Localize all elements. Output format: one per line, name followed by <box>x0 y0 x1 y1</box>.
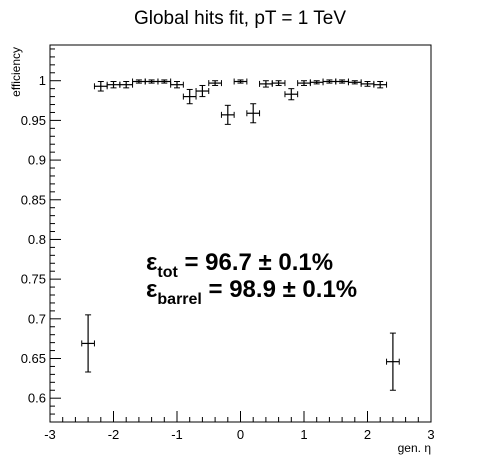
data-point <box>335 78 349 85</box>
chart-title: Global hits fit, pT = 1 TeV <box>134 8 346 29</box>
y-axis: 0.6 0.65 0.7 0.75 0.8 0.85 0.9 0.95 1 <box>21 48 61 415</box>
y-tick-label: 0.95 <box>21 113 46 128</box>
data-point <box>284 88 299 101</box>
data-point <box>157 78 172 85</box>
y-tick-label: 0.85 <box>21 192 46 207</box>
data-point <box>220 104 235 125</box>
data-point <box>182 88 197 105</box>
data-point <box>106 81 121 89</box>
y-tick-label: 0.9 <box>28 153 46 168</box>
data-point <box>208 80 222 87</box>
annotation-total-efficiency: εtot = 96.7 ± 0.1% <box>146 249 333 281</box>
plot-frame <box>49 44 432 423</box>
y-tick-label: 0.8 <box>28 232 46 247</box>
data-point <box>297 80 311 87</box>
y-axis-label: efficiency <box>9 47 23 97</box>
data-point <box>309 79 324 86</box>
data-point <box>81 314 95 373</box>
data-point <box>233 78 248 85</box>
x-tick-label: 3 <box>427 427 434 442</box>
x-axis: -3 -2 -1 0 1 2 3 <box>44 411 435 442</box>
data-point <box>195 84 210 98</box>
y-tick-label: 1 <box>39 73 46 88</box>
data-point <box>132 78 146 85</box>
data-point <box>386 332 400 391</box>
x-tick-label: 1 <box>300 427 307 442</box>
x-tick-label: -3 <box>44 427 56 442</box>
data-point <box>322 78 337 85</box>
x-axis-label: gen. η <box>398 441 431 455</box>
data-point <box>259 80 273 88</box>
data-point <box>119 81 134 89</box>
x-tick-label: -1 <box>171 427 183 442</box>
data-point <box>373 81 388 89</box>
data-point <box>347 79 362 86</box>
x-tick-label: -2 <box>108 427 120 442</box>
y-tick-label: 0.7 <box>28 311 46 326</box>
y-tick-label: 0.6 <box>28 391 46 406</box>
annotation-barrel-efficiency: εbarrel = 98.9 ± 0.1% <box>146 276 357 308</box>
data-point <box>246 103 261 124</box>
data-point <box>360 80 375 87</box>
x-tick-label: 2 <box>364 427 371 442</box>
x-tick-label: 0 <box>237 427 244 442</box>
data-point <box>271 80 286 87</box>
data-points <box>81 78 400 391</box>
data-point <box>170 81 184 89</box>
data-point <box>93 81 108 92</box>
y-tick-label: 0.75 <box>21 272 46 287</box>
y-tick-label: 0.65 <box>21 351 46 366</box>
data-point <box>144 78 159 85</box>
